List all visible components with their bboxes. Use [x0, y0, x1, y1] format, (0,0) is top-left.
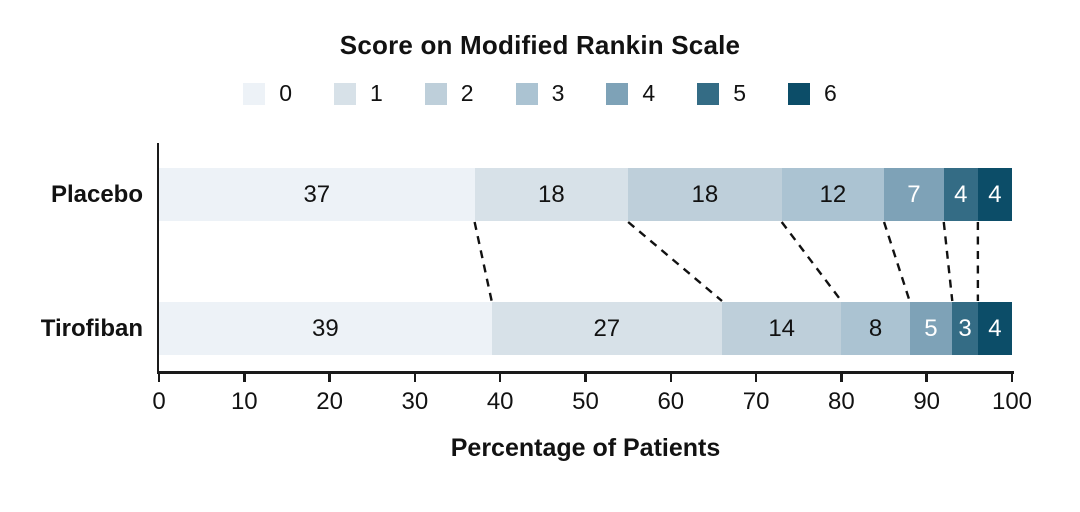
segment-value: 4: [988, 180, 1002, 208]
x-axis-tick: [840, 373, 843, 382]
x-axis-tick: [413, 373, 417, 382]
legend-swatch: [697, 82, 720, 105]
bar-segment: 14: [721, 302, 842, 355]
bar-segment: 39: [159, 302, 492, 355]
x-axis-tick: [243, 373, 246, 382]
legend-swatch: [787, 82, 810, 105]
segment-value: 18: [691, 180, 719, 208]
chart-title: Score on Modified Rankin Scale: [339, 30, 741, 60]
legend-item: 0: [243, 80, 292, 107]
x-tick-label: 0: [152, 388, 166, 415]
bar-segment: 7: [884, 168, 944, 221]
legend-item: 6: [787, 80, 837, 107]
bar-segment: 5: [909, 302, 953, 355]
segment-value: 12: [819, 180, 847, 208]
bar-segment: 4: [977, 302, 1012, 355]
segment-value: 37: [303, 180, 331, 208]
segment-value: 5: [924, 314, 938, 342]
legend-swatch: [424, 82, 447, 105]
legend-item: 2: [424, 80, 474, 107]
bar-segment: 8: [841, 302, 910, 355]
legend-label: 3: [551, 80, 565, 106]
x-axis-tick: [584, 373, 587, 382]
x-tick-label: 100: [991, 388, 1033, 415]
x-axis-line: [156, 371, 1014, 374]
bar-segment: 18: [474, 168, 629, 221]
x-axis-title: Percentage of Patients: [450, 434, 721, 462]
segment-value: 4: [954, 180, 968, 208]
segment-value: 3: [958, 314, 972, 342]
bar-segment: 18: [628, 168, 782, 221]
connector-line: [627, 221, 723, 302]
legend-item: 4: [606, 80, 655, 107]
x-tick-label: 70: [742, 388, 770, 415]
x-tick-label: 80: [828, 388, 855, 415]
legend-item: 1: [334, 80, 383, 107]
x-axis-tick: [925, 373, 928, 382]
legend-item: 3: [515, 80, 565, 107]
legend-swatch: [334, 82, 356, 105]
segment-value: 27: [593, 314, 621, 342]
legend-item: 5: [697, 80, 746, 107]
x-tick-label: 60: [657, 388, 685, 415]
x-tick-label: 50: [572, 388, 599, 415]
connector-line: [473, 221, 493, 302]
x-tick-label: 30: [401, 388, 429, 415]
bar-segment: 3: [952, 302, 978, 355]
x-tick-label: 20: [316, 388, 343, 415]
y-axis-line: [156, 143, 159, 374]
legend-label: 5: [733, 80, 746, 106]
x-axis-tick: [498, 373, 502, 382]
segment-value: 4: [988, 314, 1002, 342]
legend-swatch: [243, 82, 266, 105]
x-tick-label: 90: [913, 388, 941, 415]
legend-label: 0: [279, 80, 292, 106]
connector-line: [882, 221, 911, 302]
legend: 0 1 2 3 4 5 6: [0, 80, 1080, 107]
legend-label: 6: [823, 80, 837, 106]
legend-label: 4: [642, 80, 656, 106]
legend-swatch: [515, 82, 538, 105]
bar-segment: 4: [943, 168, 978, 221]
category-label: Tirofiban: [40, 314, 143, 342]
x-axis-tick: [328, 373, 331, 382]
x-tick-label: 40: [486, 388, 514, 415]
bar-segment: 37: [159, 168, 475, 221]
x-axis-tick: [1010, 373, 1014, 382]
legend-swatch: [606, 82, 629, 105]
legend-label: 1: [370, 80, 383, 106]
bar-segment: 4: [977, 168, 1012, 221]
segment-value: 7: [907, 180, 921, 208]
legend-label: 2: [460, 80, 474, 106]
connector-line: [942, 221, 954, 302]
bar-segment: 27: [491, 302, 722, 355]
segment-value: 8: [868, 314, 883, 342]
segment-value: 14: [768, 314, 796, 342]
x-axis-tick: [157, 373, 161, 382]
category-label: Placebo: [50, 180, 143, 208]
segment-value: 18: [538, 180, 565, 208]
x-tick-label: 10: [230, 388, 258, 415]
bar-segment: 12: [781, 168, 885, 221]
connector-line: [780, 221, 843, 302]
x-axis-tick: [754, 373, 758, 382]
segment-value: 39: [311, 314, 339, 342]
x-axis-tick: [669, 373, 673, 382]
